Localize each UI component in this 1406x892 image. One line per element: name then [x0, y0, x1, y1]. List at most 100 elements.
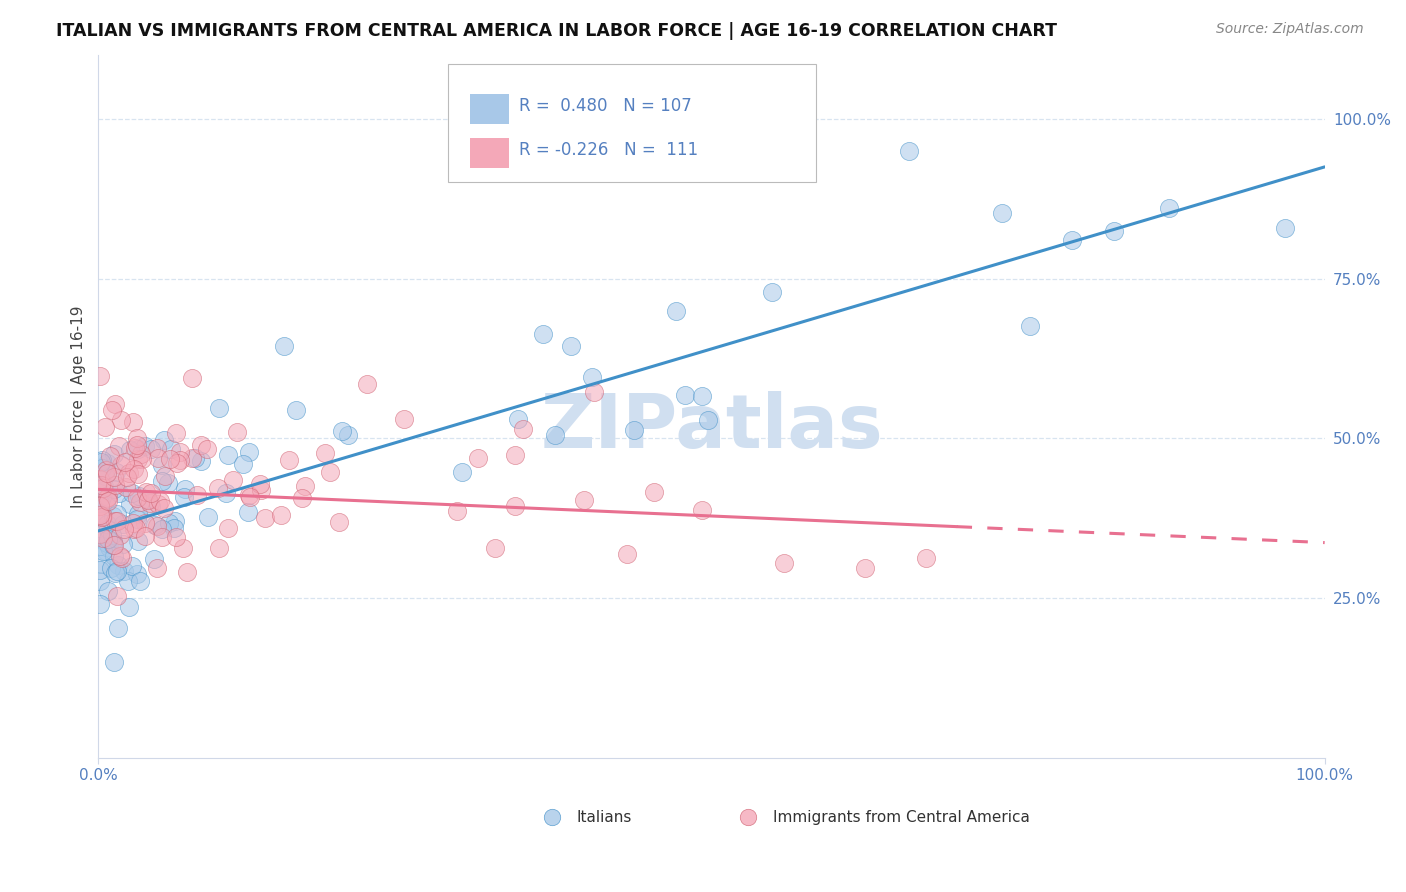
Point: [93, 483, 115, 497]
Point: [94, 462, 117, 476]
Point: [101, 538, 124, 552]
Point: [103, 537, 125, 551]
Point: [337, 428, 360, 442]
Point: [134, 529, 156, 543]
Point: [166, 456, 188, 470]
Point: [176, 565, 198, 579]
Point: [484, 541, 506, 556]
Point: [690, 503, 713, 517]
Point: [761, 285, 783, 299]
Point: [208, 541, 231, 555]
Point: [135, 485, 157, 500]
Point: [737, 805, 759, 819]
Point: [100, 561, 122, 575]
Point: [127, 534, 149, 549]
Point: [121, 516, 143, 530]
Point: [104, 397, 127, 411]
Point: [139, 442, 162, 456]
Point: [169, 445, 191, 459]
Point: [153, 433, 176, 447]
Point: [560, 339, 582, 353]
Point: [105, 589, 128, 603]
Point: [128, 495, 150, 509]
Point: [273, 339, 295, 353]
Point: [114, 455, 136, 469]
Point: [90, 557, 112, 571]
Point: [94, 468, 117, 483]
Point: [117, 574, 139, 588]
Point: [104, 514, 127, 528]
Point: [93, 479, 115, 493]
Point: [127, 442, 149, 456]
Point: [165, 426, 187, 441]
Point: [107, 507, 129, 521]
Point: [319, 466, 342, 480]
Point: [145, 518, 167, 533]
Point: [508, 411, 530, 425]
Point: [97, 532, 120, 546]
Point: [131, 452, 153, 467]
Point: [89, 496, 111, 510]
Point: [90, 460, 112, 475]
Point: [125, 567, 148, 582]
Point: [184, 450, 207, 465]
Point: [114, 564, 136, 578]
Point: [122, 415, 145, 429]
Point: [134, 439, 156, 453]
Point: [150, 474, 173, 488]
Y-axis label: In Labor Force | Age 16-19: In Labor Force | Age 16-19: [72, 305, 87, 508]
Point: [107, 558, 129, 573]
Point: [143, 551, 166, 566]
Point: [991, 205, 1014, 219]
Point: [97, 494, 120, 508]
Point: [89, 500, 111, 514]
Point: [215, 485, 238, 500]
Point: [104, 566, 127, 580]
Text: ITALIAN VS IMMIGRANTS FROM CENTRAL AMERICA IN LABOR FORCE | AGE 16-19 CORRELATIO: ITALIAN VS IMMIGRANTS FROM CENTRAL AMERI…: [56, 22, 1057, 40]
Point: [195, 442, 218, 457]
Point: [91, 482, 114, 496]
Point: [110, 458, 132, 473]
Point: [285, 403, 308, 417]
Point: [115, 470, 138, 484]
Point: [101, 528, 124, 542]
Point: [328, 515, 350, 529]
Point: [145, 561, 167, 575]
Point: [181, 450, 204, 465]
Point: [392, 412, 415, 426]
Point: [103, 549, 125, 563]
Point: [1102, 224, 1125, 238]
Point: [124, 441, 146, 455]
Point: [111, 537, 134, 551]
Point: [665, 304, 688, 318]
Point: [897, 144, 920, 158]
Point: [94, 463, 117, 477]
Point: [96, 491, 118, 505]
Point: [104, 478, 127, 492]
Point: [90, 510, 112, 524]
Point: [330, 424, 353, 438]
Point: [239, 490, 262, 504]
Point: [93, 509, 115, 524]
Point: [89, 472, 111, 486]
Point: [690, 389, 713, 403]
Point: [450, 465, 472, 479]
Point: [141, 485, 163, 500]
Point: [89, 508, 111, 522]
Point: [89, 563, 111, 577]
Point: [165, 530, 187, 544]
Point: [128, 507, 150, 521]
Point: [103, 482, 125, 496]
Point: [503, 499, 526, 513]
Point: [143, 518, 166, 533]
Point: [467, 451, 489, 466]
Point: [121, 558, 143, 573]
Point: [153, 468, 176, 483]
Point: [94, 496, 117, 510]
Point: [915, 550, 938, 565]
Point: [125, 491, 148, 505]
Point: [146, 450, 169, 465]
Point: [1157, 202, 1180, 216]
Text: R = -0.226   N =  111: R = -0.226 N = 111: [519, 141, 699, 159]
Point: [96, 466, 118, 480]
